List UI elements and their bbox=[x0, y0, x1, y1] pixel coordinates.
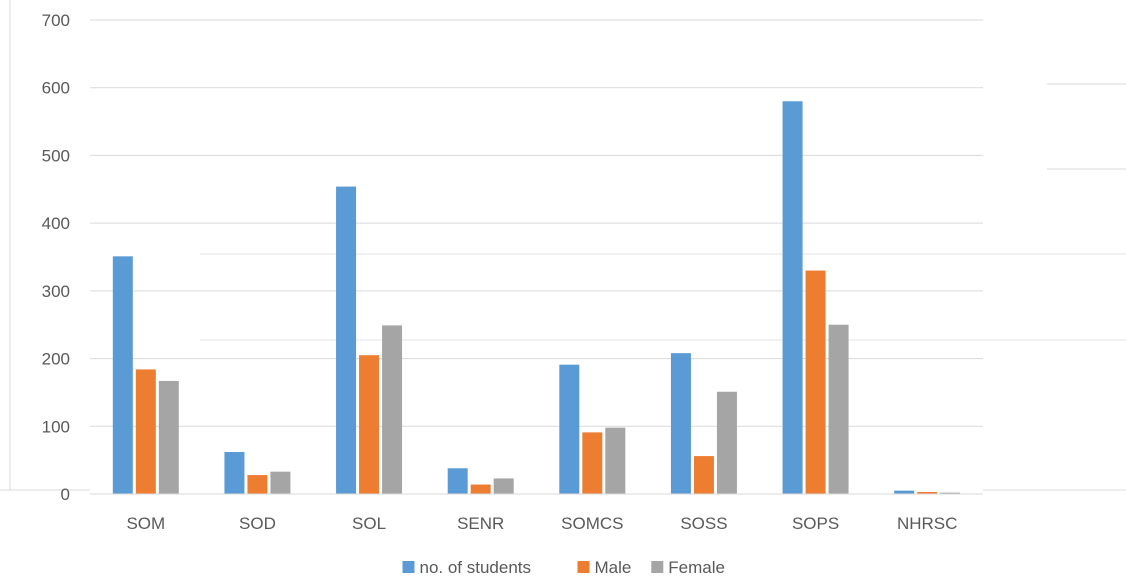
bars bbox=[112, 101, 961, 494]
bar bbox=[135, 369, 156, 494]
x-tick-label: SOD bbox=[239, 514, 276, 533]
bar bbox=[828, 324, 849, 494]
bar bbox=[247, 475, 268, 494]
bar bbox=[158, 380, 179, 494]
bar bbox=[112, 256, 133, 494]
bar bbox=[670, 353, 691, 494]
bar bbox=[894, 490, 915, 494]
y-tick-label: 400 bbox=[42, 214, 70, 233]
bar bbox=[447, 468, 468, 494]
bar bbox=[805, 270, 826, 494]
legend-label: Female bbox=[668, 558, 725, 577]
x-axis-category-labels: SOM SOD SOL SENR SOMCS SOSS SOPS NHRSC bbox=[126, 514, 957, 533]
legend-swatch bbox=[577, 561, 590, 573]
legend-item: Male bbox=[577, 558, 632, 577]
legend-item: no. of students bbox=[402, 558, 532, 577]
bar bbox=[493, 478, 514, 494]
legend-label: Male bbox=[595, 558, 632, 577]
legend-label: no. of students bbox=[420, 558, 532, 577]
x-tick-label: SOM bbox=[126, 514, 165, 533]
bar bbox=[782, 101, 803, 494]
bar bbox=[917, 491, 938, 494]
bar bbox=[605, 427, 626, 494]
bar bbox=[940, 492, 961, 494]
bar bbox=[224, 452, 245, 494]
bar bbox=[716, 391, 737, 494]
bar bbox=[559, 364, 580, 494]
gridlines bbox=[90, 19, 983, 427]
bar bbox=[470, 484, 491, 494]
y-tick-label: 700 bbox=[42, 11, 70, 30]
bar bbox=[336, 186, 357, 494]
legend: no. of students Male Female bbox=[402, 558, 725, 577]
legend-item: Female bbox=[651, 558, 725, 577]
legend-swatch bbox=[651, 561, 664, 573]
y-tick-label: 600 bbox=[42, 79, 70, 98]
y-tick-label: 300 bbox=[42, 282, 70, 301]
legend-swatch bbox=[402, 561, 415, 573]
bar bbox=[382, 325, 403, 494]
y-tick-label: 100 bbox=[42, 417, 70, 436]
x-tick-label: SOMCS bbox=[561, 514, 623, 533]
bar bbox=[359, 355, 380, 494]
bar bbox=[693, 456, 714, 494]
x-tick-label: SENR bbox=[457, 514, 504, 533]
x-tick-label: SOPS bbox=[792, 514, 839, 533]
y-tick-label: 500 bbox=[42, 146, 70, 165]
x-tick-label: SOL bbox=[352, 514, 386, 533]
bar bbox=[270, 471, 291, 494]
y-tick-label: 0 bbox=[61, 485, 70, 504]
x-tick-label: NHRSC bbox=[897, 514, 957, 533]
x-tick-label: SOSS bbox=[680, 514, 727, 533]
bar bbox=[582, 432, 603, 494]
y-tick-label: 200 bbox=[42, 350, 70, 369]
y-axis-tick-labels: 0 100 200 300 400 500 600 700 bbox=[42, 11, 70, 504]
